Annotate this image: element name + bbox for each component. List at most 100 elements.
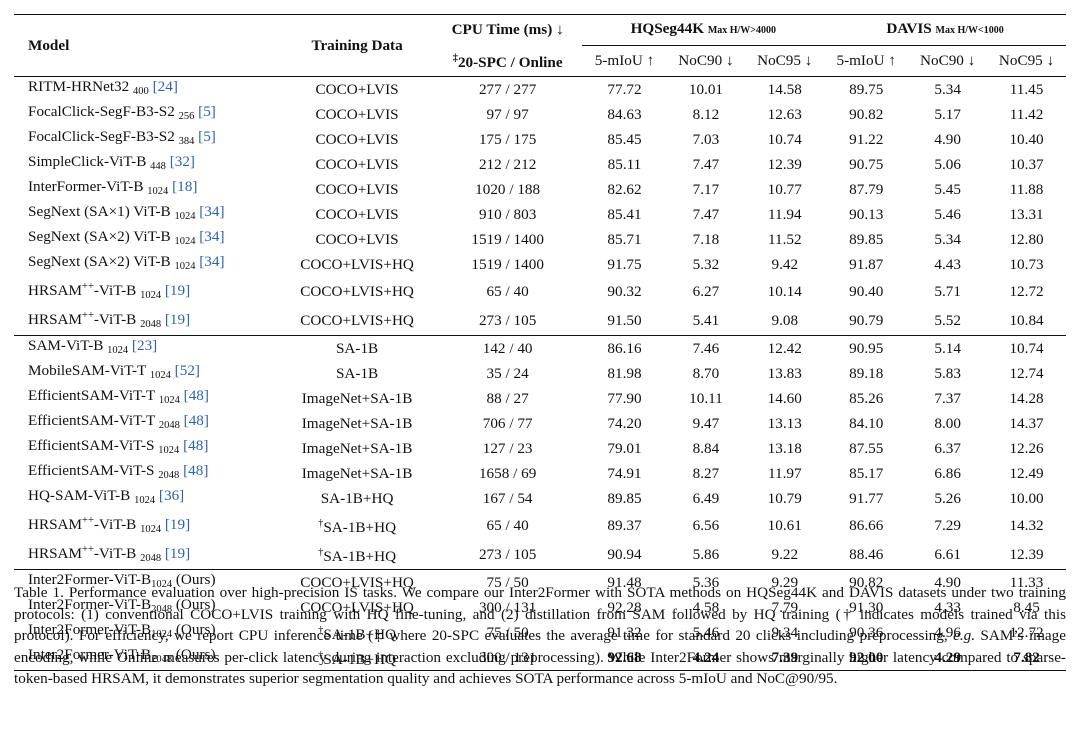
metric-cell: 10.61: [767, 516, 802, 534]
metric-cell: 4.90: [934, 130, 961, 148]
metric-cell: 84.10: [849, 414, 884, 432]
metric-cell: 7.17: [692, 180, 720, 198]
table-row: SegNext (SA×2) ViT-B 1024 [34] COCO+LVIS 1…: [14, 227, 1066, 252]
cpu-time-cell: 65 / 40: [486, 282, 529, 300]
table-row: Inter2Former-ViT-B2048 (Ours) †SA-1B+HQ 30…: [14, 645, 1066, 671]
cpu-time-cell: 142 / 40: [482, 339, 533, 357]
metric-cell: 5.52: [934, 311, 961, 329]
model-name: HRSAM: [28, 311, 83, 328]
table-row: InterFormer-ViT-B 1024 [18] COCO+LVIS 1020…: [14, 177, 1066, 202]
citation-link: [48]: [183, 412, 209, 429]
model-cell: Inter2Former-ViT-B2048 (Ours): [14, 645, 281, 671]
table-row: Inter2Former-ViT-B1024 (Ours) †SA-1B+HQ 75…: [14, 620, 1066, 645]
citation-link: [19]: [164, 311, 191, 328]
model-resolution: 2048: [158, 470, 180, 481]
metric-cell: 87.79: [849, 180, 884, 198]
model-resolution: 1024: [151, 579, 173, 590]
citation-link: [23]: [131, 337, 158, 354]
metric-cell: 4.43: [934, 255, 961, 273]
model-resolution: 1024: [147, 186, 169, 197]
metric-cell: 86.16: [607, 339, 642, 357]
col-header-metric: NoC90 ↓: [678, 52, 734, 69]
metric-cell: 4.29: [934, 648, 961, 666]
training-data-cell: †SA-1B+HQ: [281, 540, 433, 570]
metric-cell: 14.60: [767, 389, 802, 407]
model-cell: EfficientSAM-ViT-T 1024 [48]: [14, 386, 281, 411]
model-name: HRSAM: [28, 516, 83, 533]
metric-cell: 90.82: [849, 573, 884, 591]
metric-cell: 90.82: [849, 105, 884, 123]
table-row: HRSAM++-ViT-B 1024 [19] COCO+LVIS+HQ 65 / …: [14, 277, 1066, 306]
metric-cell: 10.73: [1009, 255, 1044, 273]
metric-cell: 91.30: [849, 598, 884, 616]
training-data-cell: COCO+LVIS: [281, 177, 433, 202]
metric-cell: 91.48: [607, 573, 642, 591]
metric-cell: 5.36: [692, 573, 720, 591]
cpu-time-cell: 35 / 24: [486, 364, 529, 382]
metric-cell: 12.39: [1009, 545, 1044, 563]
model-resolution: 400: [133, 86, 149, 97]
citation-link: [32]: [169, 153, 195, 170]
metric-cell: 8.70: [692, 364, 720, 382]
training-data-value: ImageNet+SA-1B: [301, 439, 413, 457]
metric-cell: 5.46: [934, 205, 961, 223]
training-data-value: COCO+LVIS: [315, 230, 399, 248]
citation-link: [48]: [183, 462, 209, 479]
model-resolution: 448: [150, 161, 166, 172]
training-data-value: SA-1B+HQ: [323, 547, 397, 565]
metric-cell: 90.79: [849, 311, 884, 329]
cpu-time-cell: 75 / 50: [486, 573, 529, 591]
model-name: SAM-ViT-B: [28, 337, 108, 354]
training-data-cell: †SA-1B+HQ: [281, 511, 433, 540]
metric-cell: 91.75: [607, 255, 642, 273]
training-data-cell: COCO+LVIS: [281, 202, 433, 227]
training-data-value: COCO+LVIS: [315, 130, 399, 148]
table-row: HRSAM++-ViT-B 2048 [19] †SA-1B+HQ 273 / 10…: [14, 540, 1066, 570]
metric-cell: 9.34: [771, 623, 799, 641]
metric-cell: 91.87: [849, 255, 884, 273]
model-name: EfficientSAM-ViT-S: [28, 462, 159, 479]
metric-cell: 8.45: [1013, 598, 1040, 616]
model-cell: RITM-HRNet32 400 [24]: [14, 77, 281, 103]
metric-cell: 7.82: [1013, 648, 1040, 666]
metric-cell: 13.13: [767, 414, 802, 432]
metric-cell: 11.88: [1009, 180, 1044, 198]
citation-link: [19]: [164, 516, 191, 533]
citation-link: [24]: [152, 78, 178, 95]
metric-cell: 9.29: [771, 573, 799, 591]
col-header-metric: NoC95 ↓: [757, 52, 813, 69]
metric-cell: 5.34: [934, 230, 961, 248]
metric-cell: 11.94: [767, 205, 802, 223]
metric-cell: 7.46: [692, 339, 720, 357]
training-data-cell: ImageNet+SA-1B: [281, 436, 433, 461]
model-name: MobileSAM-ViT-T: [28, 362, 150, 379]
model-tail: (Ours): [172, 571, 216, 588]
model-cell: SegNext (SA×2) ViT-B 1024 [34]: [14, 252, 281, 277]
table-row: HRSAM++-ViT-B 2048 [19] COCO+LVIS+HQ 273 /…: [14, 306, 1066, 336]
metric-cell: 10.84: [1009, 311, 1044, 329]
training-data-value: SA-1B+HQ: [323, 518, 397, 536]
table-row: RITM-HRNet32 400 [24] COCO+LVIS 277 / 277 7…: [14, 76, 1066, 103]
metric-cell: 8.84: [692, 439, 720, 457]
metric-cell: 91.50: [607, 311, 642, 329]
model-name: InterFormer-ViT-B: [28, 178, 148, 195]
metric-cell: 82.62: [607, 180, 642, 198]
metric-cell: 89.18: [849, 364, 884, 382]
metric-cell: 6.49: [692, 489, 720, 507]
cpu-time-cell: 273 / 105: [478, 545, 537, 563]
metric-cell: 5.86: [692, 545, 720, 563]
metric-cell: 5.06: [934, 155, 961, 173]
metric-cell: 10.14: [767, 282, 802, 300]
model-name: RITM-HRNet32: [28, 78, 134, 95]
model-resolution: 384: [178, 136, 195, 147]
metric-cell: 89.85: [849, 230, 884, 248]
cpu-time-cell: 88 / 27: [486, 389, 529, 407]
metric-cell: 85.26: [849, 389, 884, 407]
training-data-value: COCO+LVIS: [315, 205, 399, 223]
metric-cell: 90.13: [849, 205, 884, 223]
table-caption: Table 1. Performance evaluation over hig…: [14, 582, 1066, 690]
metric-cell: 4.33: [934, 598, 961, 616]
model-cell: SAM-ViT-B 1024 [23]: [14, 336, 281, 362]
model-cell: SegNext (SA×1) ViT-B 1024 [34]: [14, 202, 281, 227]
